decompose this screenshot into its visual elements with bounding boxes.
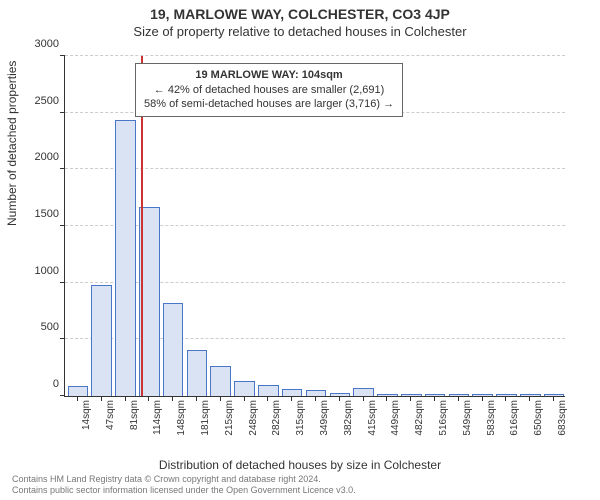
xtick-mark [172, 396, 173, 401]
xtick-label: 114sqm [152, 400, 163, 435]
histogram-bar [496, 394, 517, 396]
xtick-label: 650sqm [533, 400, 544, 436]
xtick-mark [196, 396, 197, 401]
xtick-mark [458, 396, 459, 401]
xtick-label: 549sqm [462, 400, 473, 436]
histogram-bar [472, 394, 493, 396]
x-axis-label: Distribution of detached houses by size … [0, 458, 600, 472]
xtick-label: 516sqm [438, 400, 449, 436]
y-axis-label: Number of detached properties [5, 61, 19, 226]
xtick-label: 14sqm [81, 400, 92, 430]
xtick-mark [339, 396, 340, 401]
histogram-bar [353, 388, 374, 396]
xtick-mark [553, 396, 554, 401]
footer-line-2: Contains public sector information licen… [12, 485, 356, 496]
xtick-label: 215sqm [224, 400, 235, 436]
xtick-mark [482, 396, 483, 401]
ytick-mark [60, 225, 65, 226]
ytick-label: 500 [41, 321, 59, 333]
ytick-label: 0 [53, 378, 59, 390]
ytick-mark [60, 112, 65, 113]
histogram-bar [377, 394, 398, 396]
xtick-label: 583sqm [486, 400, 497, 436]
annotation-box: 19 MARLOWE WAY: 104sqm ← 42% of detached… [135, 63, 403, 118]
ytick-label: 2000 [35, 151, 59, 163]
xtick-label: 349sqm [319, 400, 330, 436]
histogram-bar [163, 303, 184, 396]
xtick-mark [244, 396, 245, 401]
xtick-label: 616sqm [509, 400, 520, 436]
ytick-label: 1500 [35, 208, 59, 220]
gridline-h [65, 55, 565, 56]
plot-area: 05001000150020002500300014sqm47sqm81sqm1… [64, 56, 565, 397]
histogram-bar [68, 386, 89, 396]
histogram-bar [520, 394, 541, 396]
xtick-label: 248sqm [248, 400, 259, 436]
xtick-mark [77, 396, 78, 401]
annotation-title: 19 MARLOWE WAY: 104sqm [144, 68, 394, 83]
chart-container: 19, MARLOWE WAY, COLCHESTER, CO3 4JP Siz… [0, 0, 600, 500]
xtick-mark [267, 396, 268, 401]
histogram-bar [449, 394, 470, 396]
xtick-label: 148sqm [176, 400, 187, 436]
xtick-label: 482sqm [414, 400, 425, 436]
annotation-line-larger: 58% of semi-detached houses are larger (… [144, 97, 394, 112]
xtick-label: 181sqm [200, 400, 211, 436]
xtick-mark [410, 396, 411, 401]
xtick-mark [434, 396, 435, 401]
ytick-mark [60, 55, 65, 56]
histogram-bar [258, 385, 279, 396]
histogram-bar [234, 381, 255, 396]
footer-attribution: Contains HM Land Registry data © Crown c… [12, 474, 356, 497]
footer-line-1: Contains HM Land Registry data © Crown c… [12, 474, 356, 485]
xtick-label: 282sqm [271, 400, 282, 436]
ytick-label: 3000 [35, 38, 59, 50]
ytick-mark [60, 395, 65, 396]
xtick-label: 382sqm [343, 400, 354, 436]
annotation-line-smaller: ← 42% of detached houses are smaller (2,… [144, 83, 394, 98]
xtick-mark [125, 396, 126, 401]
ytick-label: 2500 [35, 95, 59, 107]
xtick-label: 415sqm [367, 400, 378, 436]
xtick-mark [505, 396, 506, 401]
xtick-mark [386, 396, 387, 401]
gridline-h [65, 168, 565, 169]
chart-title: 19, MARLOWE WAY, COLCHESTER, CO3 4JP [0, 0, 600, 22]
ytick-label: 1000 [35, 265, 59, 277]
xtick-mark [101, 396, 102, 401]
histogram-bar [282, 389, 303, 396]
xtick-label: 315sqm [295, 400, 306, 436]
xtick-mark [363, 396, 364, 401]
xtick-label: 683sqm [557, 400, 568, 436]
xtick-mark [315, 396, 316, 401]
histogram-bar [115, 120, 136, 396]
ytick-mark [60, 168, 65, 169]
xtick-label: 81sqm [129, 400, 140, 430]
histogram-bar [330, 393, 351, 396]
ytick-mark [60, 282, 65, 283]
ytick-mark [60, 338, 65, 339]
xtick-mark [291, 396, 292, 401]
histogram-bar [210, 366, 231, 396]
xtick-label: 47sqm [105, 400, 116, 430]
xtick-mark [148, 396, 149, 401]
xtick-label: 449sqm [390, 400, 401, 436]
xtick-mark [529, 396, 530, 401]
histogram-bar [91, 285, 112, 396]
xtick-mark [220, 396, 221, 401]
histogram-bar [187, 350, 208, 396]
chart-subtitle: Size of property relative to detached ho… [0, 22, 600, 39]
